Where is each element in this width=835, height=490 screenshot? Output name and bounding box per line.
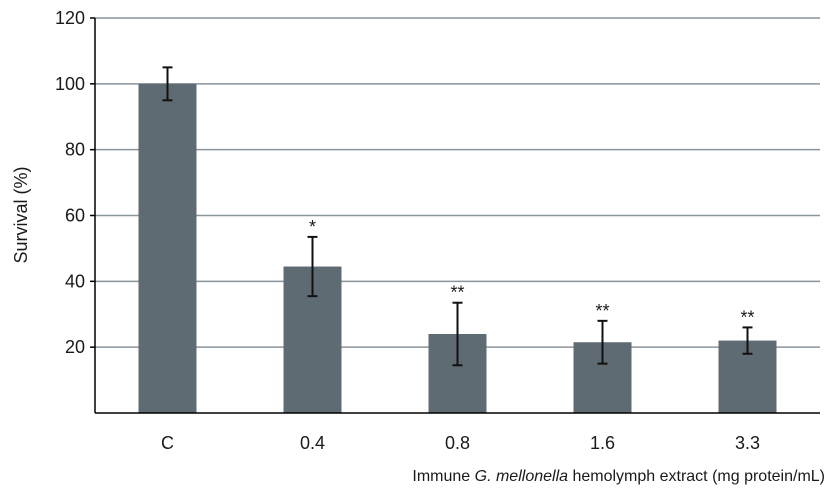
x-tick-labels: C 0.4 0.8 1.6 3.3 bbox=[161, 433, 760, 453]
gridlines bbox=[90, 17, 820, 348]
y-tick-label: 120 bbox=[55, 8, 85, 28]
significance-mark: ** bbox=[450, 283, 464, 303]
y-tick-labels: 20 40 60 80 100 120 bbox=[55, 8, 85, 357]
x-axis-label-part-1: Immune bbox=[412, 468, 475, 485]
x-tick-label: 0.4 bbox=[300, 433, 325, 453]
significance-mark: * bbox=[309, 217, 316, 237]
y-tick-label: 20 bbox=[65, 337, 85, 357]
y-tick-label: 100 bbox=[55, 74, 85, 94]
x-tick-label: 0.8 bbox=[445, 433, 470, 453]
y-tick-label: 40 bbox=[65, 271, 85, 291]
axes bbox=[94, 18, 820, 414]
y-axis-label: Survival (%) bbox=[11, 166, 31, 263]
x-axis-label: Immune G. mellonella hemolymph extract (… bbox=[180, 468, 825, 486]
significance-mark: ** bbox=[595, 301, 609, 321]
significance-marks: ***** ** bbox=[309, 217, 755, 328]
x-tick-label: 1.6 bbox=[590, 433, 615, 453]
x-axis-label-part-3: hemolymph extract (mg protein/mL) bbox=[568, 468, 825, 485]
bar-C bbox=[138, 83, 197, 413]
x-tick-label: C bbox=[161, 433, 174, 453]
error-bars bbox=[162, 66, 753, 367]
significance-mark: ** bbox=[740, 307, 754, 327]
y-tick-label: 60 bbox=[65, 206, 85, 226]
bars bbox=[138, 83, 777, 413]
x-tick-label: 3.3 bbox=[735, 433, 760, 453]
x-axis-label-species: G. mellonella bbox=[474, 468, 569, 485]
y-tick-label: 80 bbox=[65, 140, 85, 160]
